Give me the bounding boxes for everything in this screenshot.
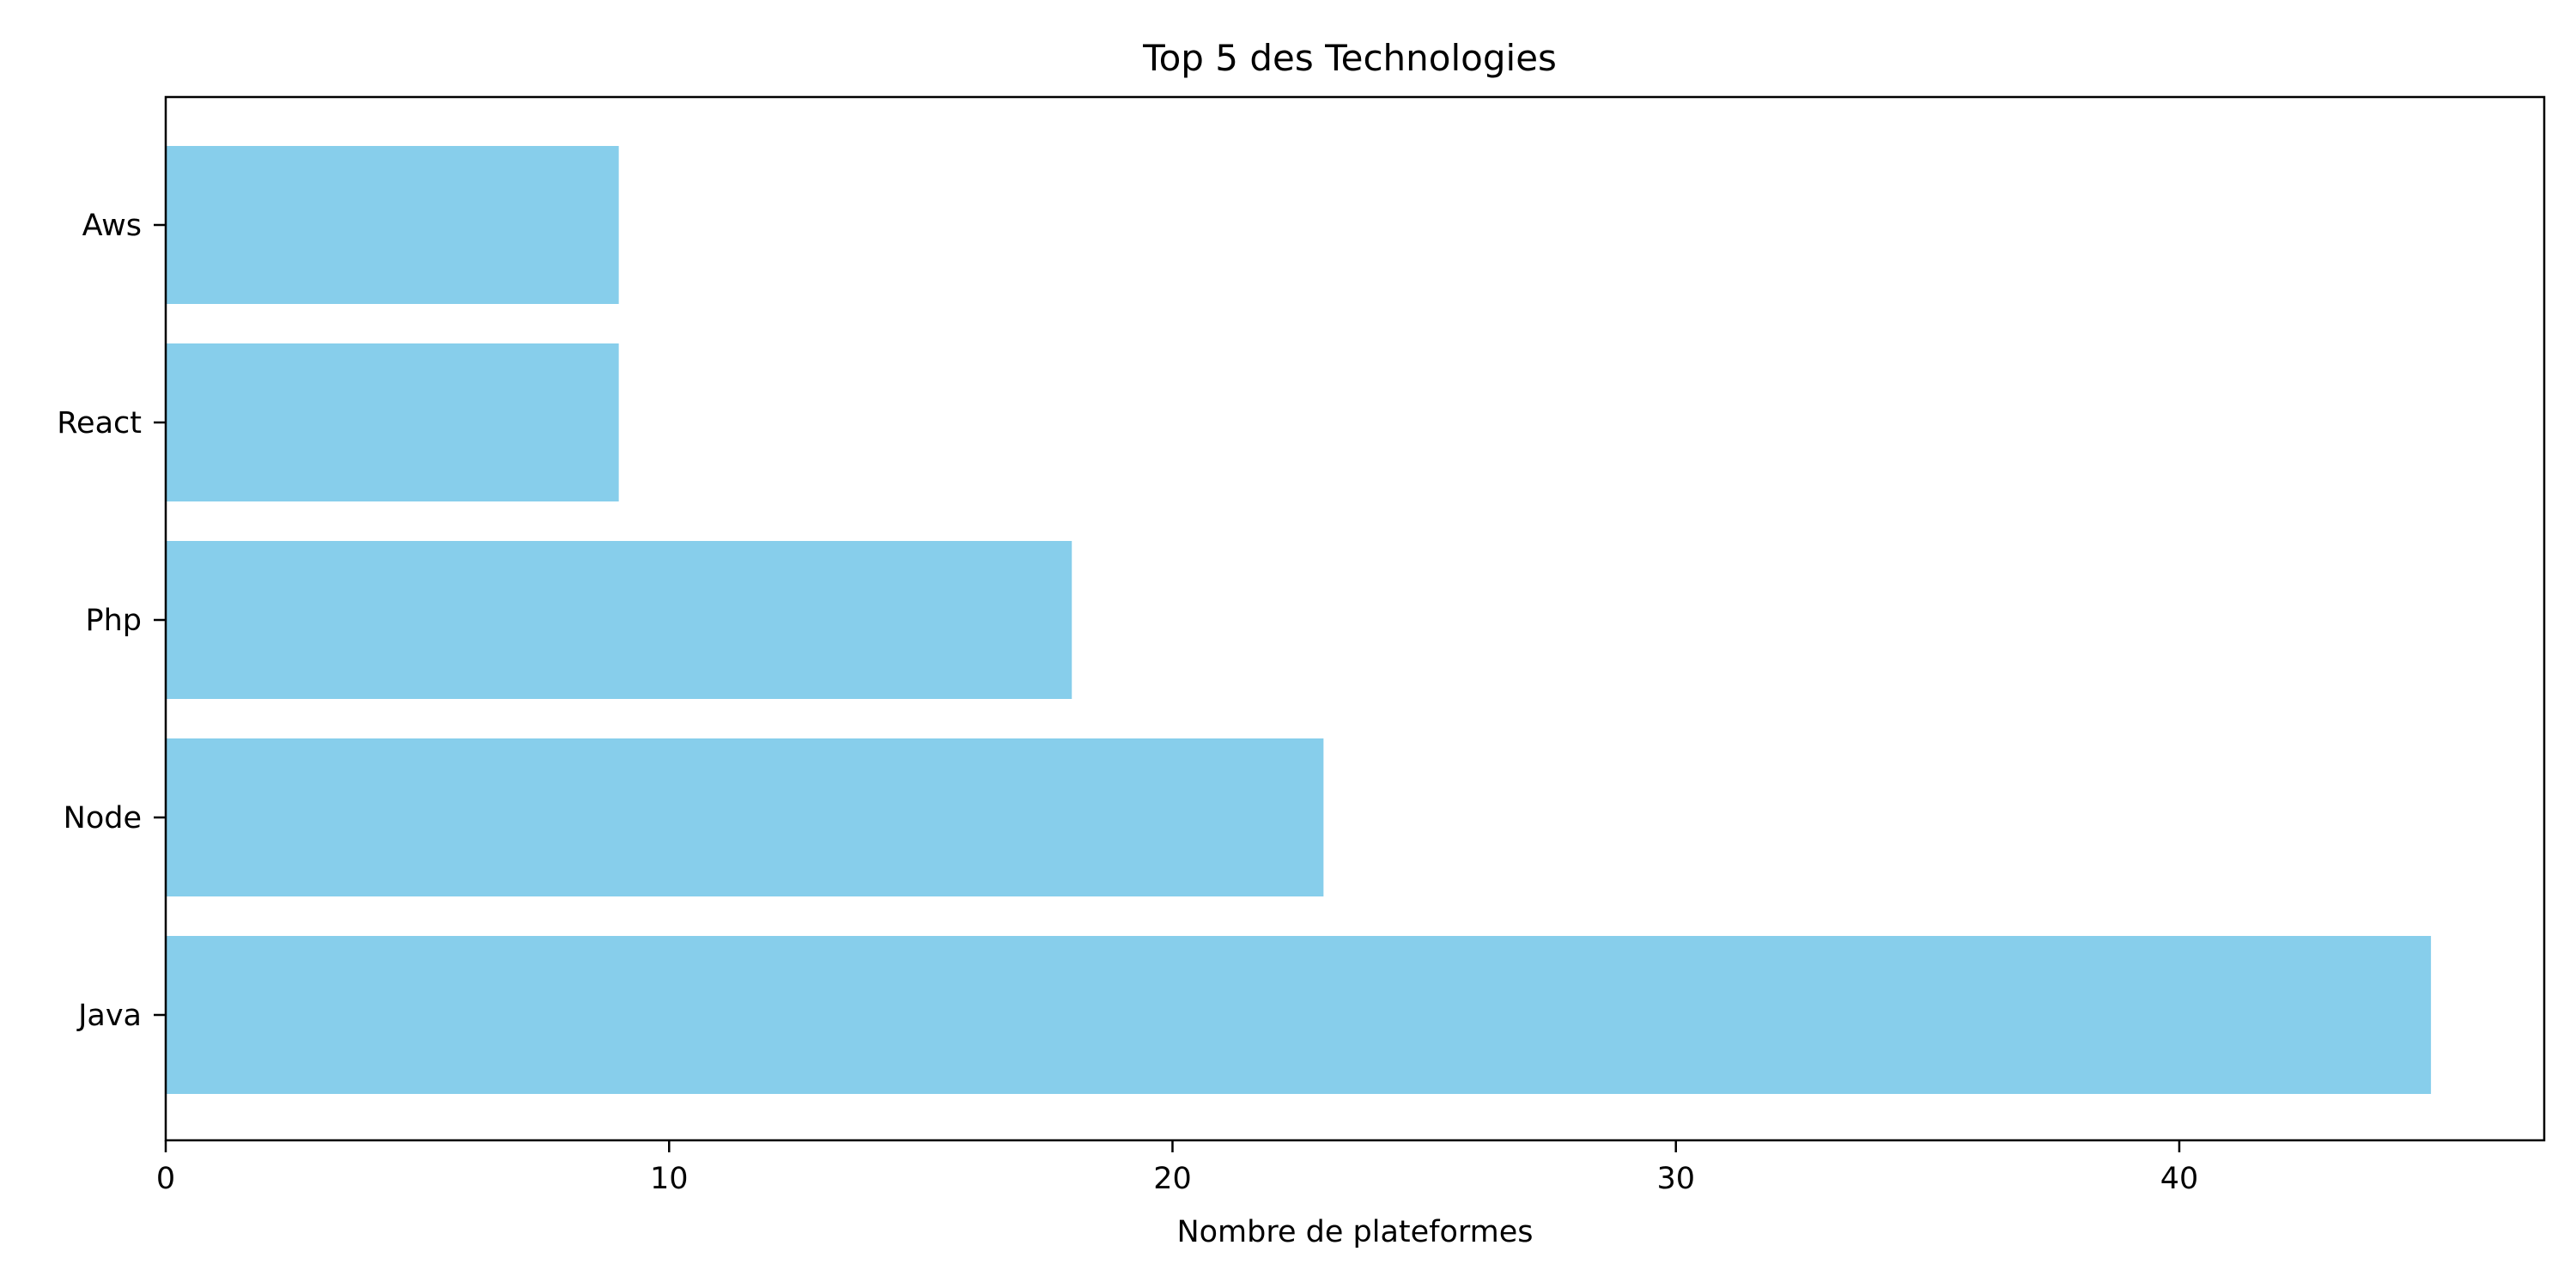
bar-java <box>166 936 2432 1094</box>
x-tick-label-10: 10 <box>650 1162 689 1196</box>
y-tick-label-aws: Aws <box>82 209 142 243</box>
y-tick-label-java: Java <box>76 999 142 1033</box>
chart-title: Top 5 des Technologies <box>1142 37 1557 79</box>
x-axis: 0 10 20 30 40 <box>156 1140 2198 1196</box>
x-tick-label-0: 0 <box>156 1162 175 1196</box>
y-tick-label-react: React <box>57 406 142 440</box>
x-axis-label: Nombre de plateformes <box>1176 1215 1533 1249</box>
bar-node <box>166 738 1324 896</box>
y-tick-label-php: Php <box>85 604 142 638</box>
bar-php <box>166 541 1072 699</box>
plot-frame <box>164 95 2546 1142</box>
bar-aws <box>166 146 619 304</box>
x-tick-label-30: 30 <box>1656 1162 1695 1196</box>
x-tick-label-20: 20 <box>1153 1162 1192 1196</box>
y-axis: Java Node Php React Aws <box>57 209 166 1033</box>
y-tick-label-node: Node <box>64 801 142 835</box>
bars-group <box>166 146 2432 1094</box>
bar-react <box>166 343 619 501</box>
x-tick-label-40: 40 <box>2160 1162 2199 1196</box>
